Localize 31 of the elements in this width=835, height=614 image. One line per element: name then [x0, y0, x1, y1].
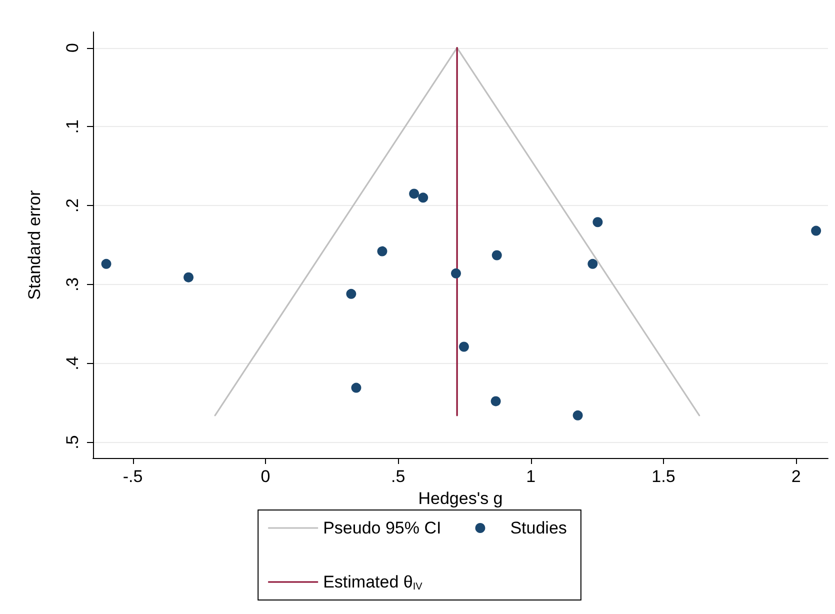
x-tick-label: -.5 [122, 467, 143, 486]
point [492, 250, 502, 260]
legend-label: Pseudo 95% CI [323, 518, 442, 538]
point [490, 396, 501, 406]
y-tick-label: 0 [63, 43, 82, 53]
x-tick-label: 2 [791, 467, 801, 486]
y-tick-label: .1 [63, 120, 82, 134]
point [101, 258, 112, 269]
y-tick-label: .4 [63, 356, 82, 370]
x-axis-title: Hedges's g [418, 489, 503, 508]
point [572, 410, 583, 420]
y-tick-label: .2 [63, 198, 82, 213]
point [588, 258, 598, 269]
legend-label: Studies [510, 518, 567, 538]
point [346, 288, 356, 299]
point [351, 382, 362, 393]
y-tick-label: .5 [63, 435, 82, 450]
point [592, 217, 603, 228]
point [418, 192, 428, 203]
x-tick-label: .5 [391, 467, 406, 486]
point [458, 342, 469, 352]
point [409, 188, 420, 199]
x-tick-label: 1.5 [652, 467, 676, 486]
point [184, 272, 194, 282]
y-tick-label: .3 [63, 277, 82, 292]
y-axis-title: Standard error [25, 190, 44, 300]
point [377, 246, 388, 256]
x-tick-label: 0 [260, 467, 270, 486]
point [451, 268, 461, 278]
x-tick-label: 1 [526, 467, 536, 486]
point [811, 226, 822, 236]
